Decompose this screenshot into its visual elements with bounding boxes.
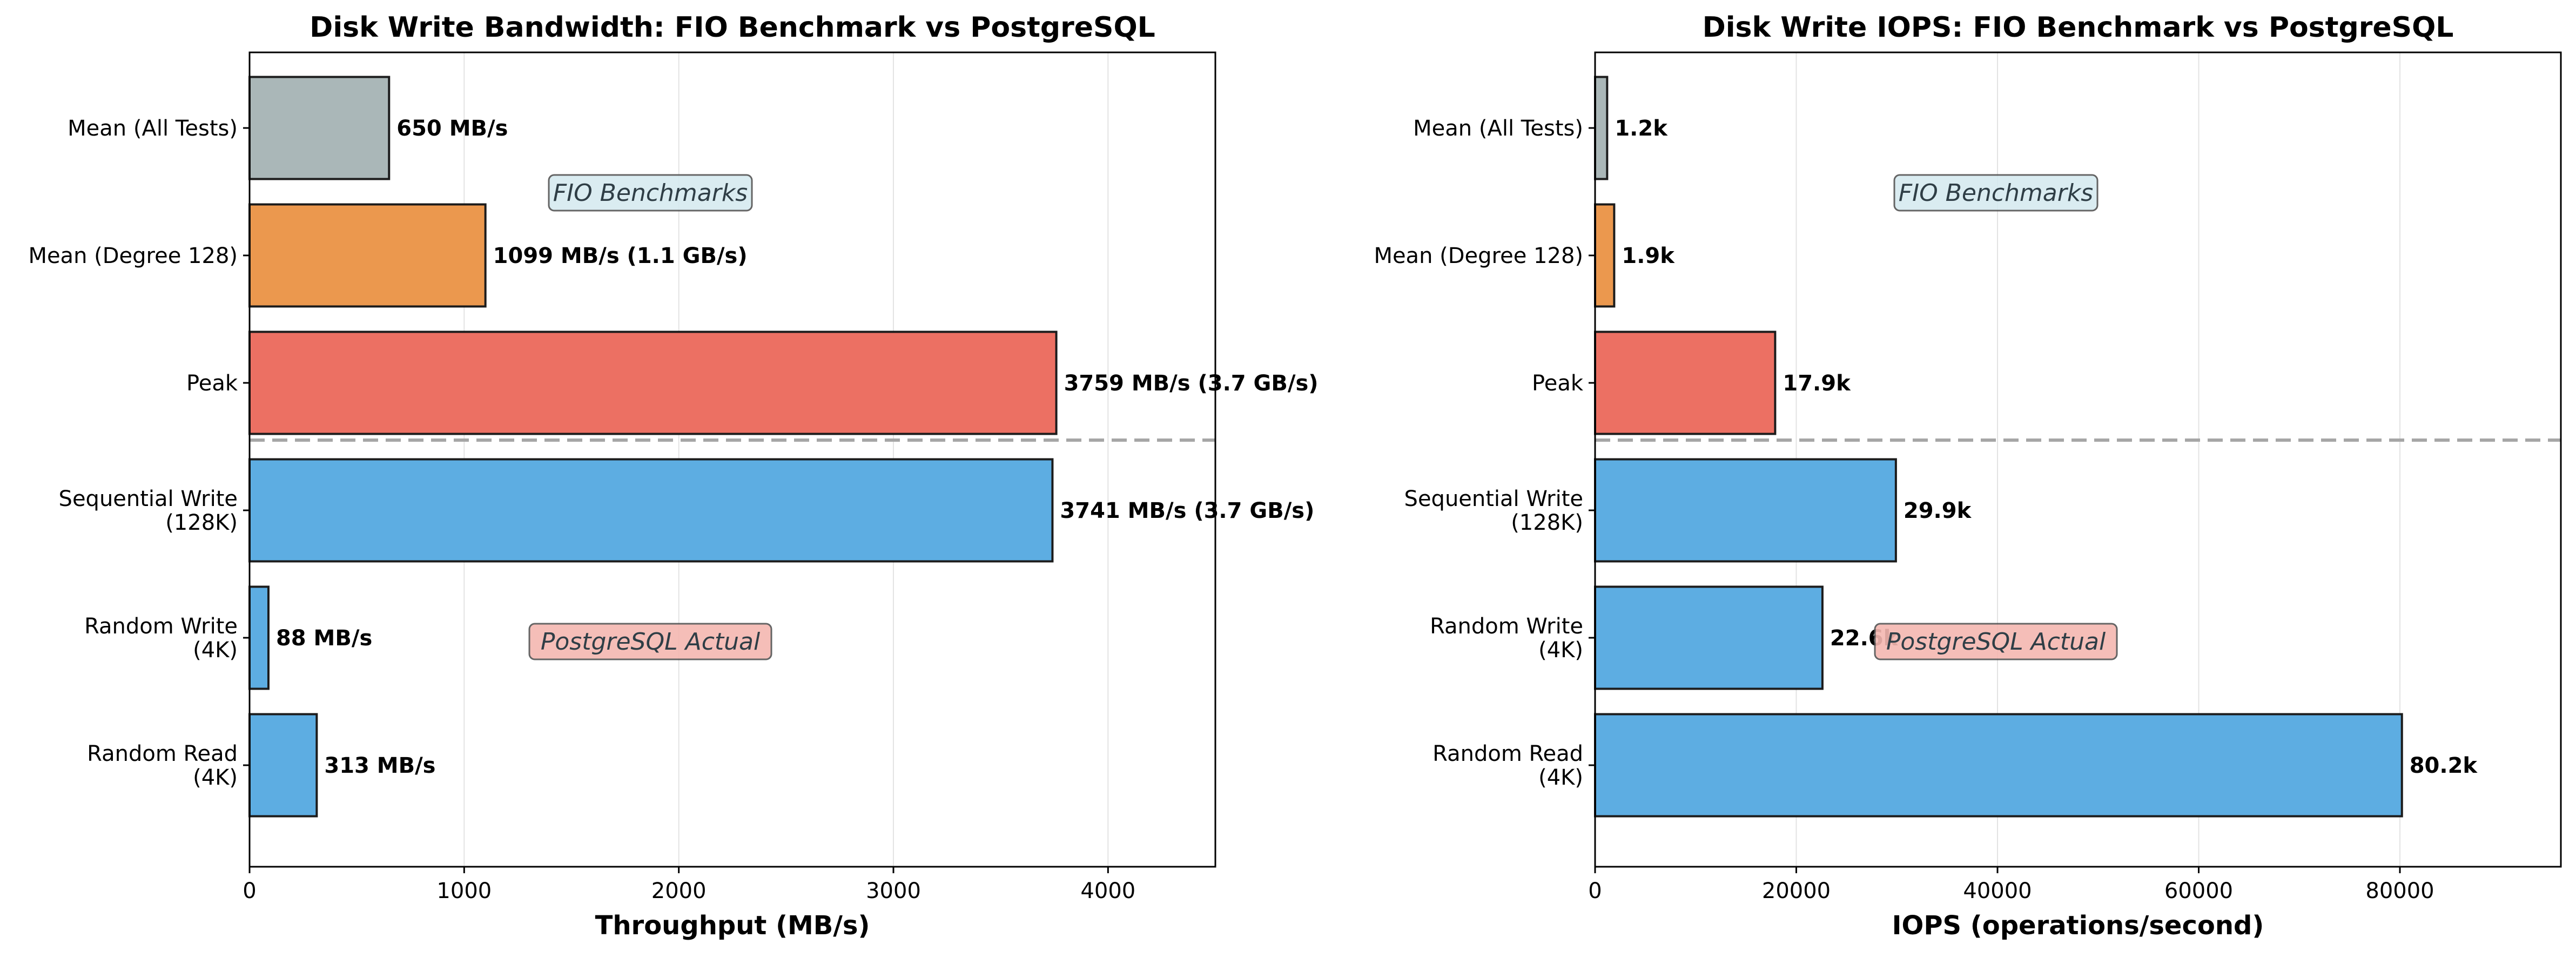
panel1-annotation-0: FIO Benchmarks <box>553 179 748 207</box>
panel1-category-label-1: Mean (Degree 128) <box>28 244 238 268</box>
panel1-xtick-label-3: 3000 <box>866 879 921 903</box>
panel1-bar-4 <box>248 585 270 690</box>
panel2-title: Disk Write IOPS: FIO Benchmark vs Postgr… <box>1703 11 2454 44</box>
panel1-bar-5 <box>248 713 318 818</box>
panel2-value-label-1: 1.9k <box>1622 244 1675 268</box>
panel2-xtick-label-0: 0 <box>1588 879 1602 903</box>
panel1-annotation-box-0 <box>548 174 753 212</box>
panel1-value-label-3: 3741 MB/s (3.7 GB/s) <box>1060 498 1314 523</box>
panel2-category-label-0: Mean (All Tests) <box>1413 116 1583 141</box>
panel2-value-label-3: 29.9k <box>1904 498 1972 523</box>
panel1-category-label-5: Random Read (4K) <box>87 741 238 790</box>
panel1-value-label-0: 650 MB/s <box>396 116 508 141</box>
panel1-xtick-label-0: 0 <box>243 879 256 903</box>
panel2-bar-3 <box>1594 458 1897 563</box>
panel2-category-label-2: Peak <box>1532 371 1584 396</box>
panel2-category-label-3: Sequential Write (128K) <box>1404 487 1583 535</box>
panel2-annotation-0: FIO Benchmarks <box>1899 179 2093 207</box>
panel1-axes-frame <box>248 51 1216 868</box>
panel2-x-axis-label: IOPS (operations/second) <box>1892 910 2264 941</box>
panel1-value-label-1: 1099 MB/s (1.1 GB/s) <box>493 244 748 268</box>
panel1-value-label-5: 313 MB/s <box>324 753 435 778</box>
panel1-xtick-label-1: 1000 <box>436 879 492 903</box>
panel1-bar-1 <box>248 203 487 308</box>
panel2-bar-2 <box>1594 330 1777 435</box>
panel2-category-label-4: Random Write (4K) <box>1430 614 1583 663</box>
panel2-category-label-1: Mean (Degree 128) <box>1374 244 1583 268</box>
panel2-value-label-0: 1.2k <box>1615 116 1668 141</box>
panel2-xtick-label-3: 60000 <box>2164 879 2233 903</box>
panel2-xtick-label-4: 80000 <box>2365 879 2434 903</box>
panel1-bar-3 <box>248 458 1054 563</box>
panel1-x-axis-label: Throughput (MB/s) <box>595 910 870 941</box>
panel2-xtick-label-1: 20000 <box>1762 879 1831 903</box>
panel2-annotation-1: PostgreSQL Actual <box>1886 628 2106 656</box>
panel1-value-label-2: 3759 MB/s (3.7 GB/s) <box>1064 371 1319 396</box>
panel2-axes-frame <box>1594 51 2562 868</box>
panel2-annotation-box-1 <box>1874 623 2118 660</box>
panel2-category-label-5: Random Read (4K) <box>1432 741 1583 790</box>
panel1-bar-0 <box>248 76 391 180</box>
panel2-value-label-2: 17.9k <box>1783 371 1851 396</box>
panel1-xtick-label-2: 2000 <box>651 879 707 903</box>
panel1-category-label-4: Random Write (4K) <box>84 614 238 663</box>
panel2-xtick-label-2: 40000 <box>1963 879 2032 903</box>
panel2-value-label-5: 80.2k <box>2410 753 2478 778</box>
panel1-annotation-1: PostgreSQL Actual <box>541 628 761 656</box>
panel1-category-label-0: Mean (All Tests) <box>68 116 238 141</box>
panel1-category-label-3: Sequential Write (128K) <box>59 487 238 535</box>
panel2-annotation-box-0 <box>1893 174 2099 212</box>
panel1-category-label-2: Peak <box>186 371 238 396</box>
panel1-annotation-box-1 <box>528 623 772 660</box>
panel1-value-label-4: 88 MB/s <box>276 626 372 651</box>
panel2-bar-0 <box>1594 76 1609 180</box>
panel2-bar-4 <box>1594 585 1824 690</box>
panel1-title: Disk Write Bandwidth: FIO Benchmark vs P… <box>310 11 1155 44</box>
panel1-xtick-label-4: 4000 <box>1080 879 1135 903</box>
panel2-bar-1 <box>1594 203 1616 308</box>
panel1-bar-2 <box>248 330 1058 435</box>
panel2-bar-5 <box>1594 713 2403 818</box>
